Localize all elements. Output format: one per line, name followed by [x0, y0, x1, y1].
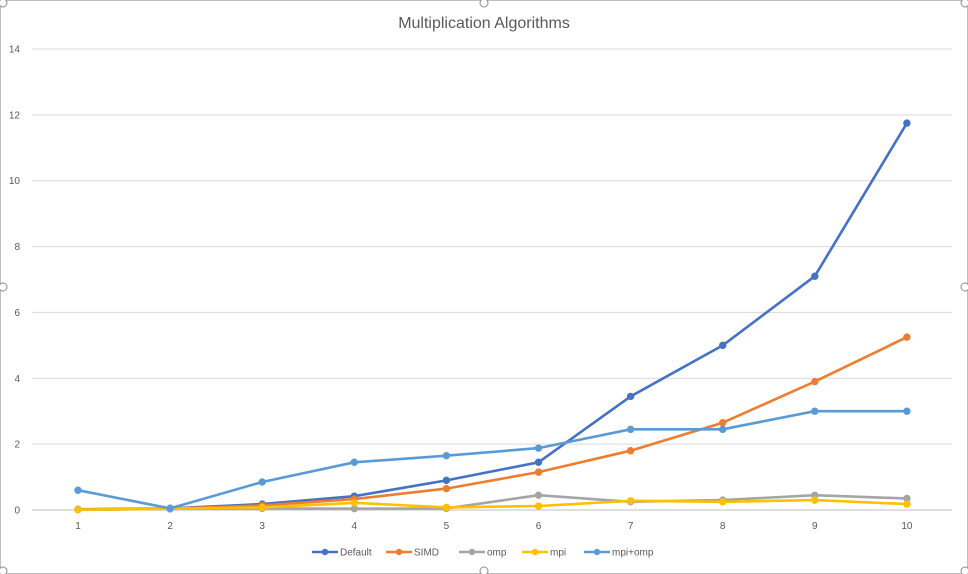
data-point-omp-6[interactable]: [534, 491, 543, 499]
data-point-Default-6[interactable]: [534, 458, 543, 466]
legend-item-mpi[interactable]: mpi: [522, 548, 566, 559]
x-tick-label: 7: [628, 521, 634, 532]
legend-swatch-marker: [531, 548, 539, 556]
legend-item-SIMD[interactable]: SIMD: [386, 548, 439, 559]
data-point-mpi+omp-3[interactable]: [258, 478, 266, 486]
data-point-Default-10[interactable]: [903, 119, 911, 127]
data-point-mpi-10[interactable]: [903, 500, 911, 508]
legend: Default SIMD omp mpi mpi+omp: [312, 548, 654, 559]
data-point-SIMD-9[interactable]: [811, 377, 819, 386]
data-point-mpi-1[interactable]: [74, 505, 82, 514]
data-point-mpi+omp-10[interactable]: [903, 407, 911, 415]
y-tick-label: 8: [14, 242, 20, 253]
resize-handle[interactable]: [0, 282, 8, 292]
legend-item-mpi+omp[interactable]: mpi+omp: [584, 548, 654, 559]
y-tick-label: 14: [9, 45, 21, 56]
data-point-mpi-4[interactable]: [350, 499, 358, 507]
data-point-mpi-5[interactable]: [442, 503, 451, 512]
data-point-mpi+omp-1[interactable]: [74, 486, 82, 494]
data-point-mpi+omp-2[interactable]: [166, 504, 174, 513]
data-point-mpi-6[interactable]: [534, 502, 543, 510]
data-point-mpi-9[interactable]: [811, 496, 819, 504]
data-point-mpi+omp-7[interactable]: [626, 425, 635, 434]
resize-handle[interactable]: [479, 566, 489, 574]
y-tick-label: 4: [14, 374, 20, 385]
resize-handle[interactable]: [479, 0, 489, 8]
x-tick-label: 8: [720, 521, 726, 532]
y-tick-label: 10: [9, 176, 21, 187]
x-tick-label: 10: [901, 521, 913, 532]
legend-item-Default[interactable]: Default: [312, 548, 372, 559]
data-point-SIMD-6[interactable]: [534, 468, 543, 476]
legend-swatch-marker: [395, 548, 403, 556]
data-point-SIMD-5[interactable]: [442, 484, 451, 493]
series-mpi: [74, 496, 911, 514]
y-tick-label: 0: [14, 506, 20, 517]
y-tick-label: 6: [14, 308, 20, 319]
x-tick-label: 6: [536, 521, 542, 532]
series-line-mpi+omp: [76, 409, 909, 510]
resize-handle[interactable]: [960, 0, 968, 8]
data-point-mpi-8[interactable]: [719, 498, 727, 506]
resize-handle[interactable]: [960, 566, 968, 574]
data-point-mpi-3[interactable]: [258, 503, 266, 512]
y-tick-label: 12: [9, 110, 21, 121]
series-mpi+omp: [74, 407, 911, 513]
resize-handle[interactable]: [960, 282, 968, 292]
x-axis: 1 2 3 4 5 6 7 8 9 10: [75, 521, 913, 532]
legend-swatch-marker: [468, 548, 476, 556]
data-point-mpi+omp-9[interactable]: [811, 407, 819, 415]
legend-label: mpi+omp: [612, 548, 654, 559]
resize-handle[interactable]: [0, 0, 8, 8]
data-point-SIMD-10[interactable]: [903, 333, 911, 341]
legend-item-omp[interactable]: omp: [459, 548, 507, 559]
x-tick-label: 2: [167, 521, 173, 532]
data-point-Default-5[interactable]: [442, 476, 451, 485]
data-point-mpi+omp-6[interactable]: [534, 444, 543, 452]
y-axis: 0 2 4 6 8 10 12 14: [9, 45, 21, 517]
chart-title: Multiplication Algorithms: [398, 15, 570, 32]
data-point-mpi+omp-8[interactable]: [719, 425, 727, 434]
data-point-mpi+omp-4[interactable]: [350, 458, 358, 466]
data-point-Default-9[interactable]: [811, 272, 819, 280]
data-point-Default-7[interactable]: [626, 392, 635, 401]
series-group: [74, 119, 911, 514]
data-point-mpi-7[interactable]: [626, 497, 635, 505]
legend-label: Default: [340, 548, 372, 559]
x-tick-label: 3: [259, 521, 265, 532]
data-point-SIMD-8[interactable]: [719, 419, 727, 427]
x-tick-label: 9: [812, 521, 818, 532]
data-point-SIMD-7[interactable]: [626, 447, 635, 455]
legend-label: SIMD: [414, 548, 439, 559]
gridlines: [32, 48, 952, 511]
x-tick-label: 4: [352, 521, 358, 532]
y-tick-label: 2: [14, 440, 20, 451]
x-tick-label: 5: [444, 521, 450, 532]
legend-label: mpi: [550, 548, 566, 559]
data-point-Default-8[interactable]: [719, 341, 727, 350]
legend-label: omp: [487, 548, 507, 559]
data-point-mpi+omp-5[interactable]: [442, 451, 451, 460]
series-line-mpi: [76, 498, 909, 512]
resize-handle[interactable]: [0, 566, 8, 574]
legend-swatch-marker: [593, 548, 601, 556]
legend-swatch-marker: [321, 548, 329, 556]
x-tick-label: 1: [75, 521, 81, 532]
